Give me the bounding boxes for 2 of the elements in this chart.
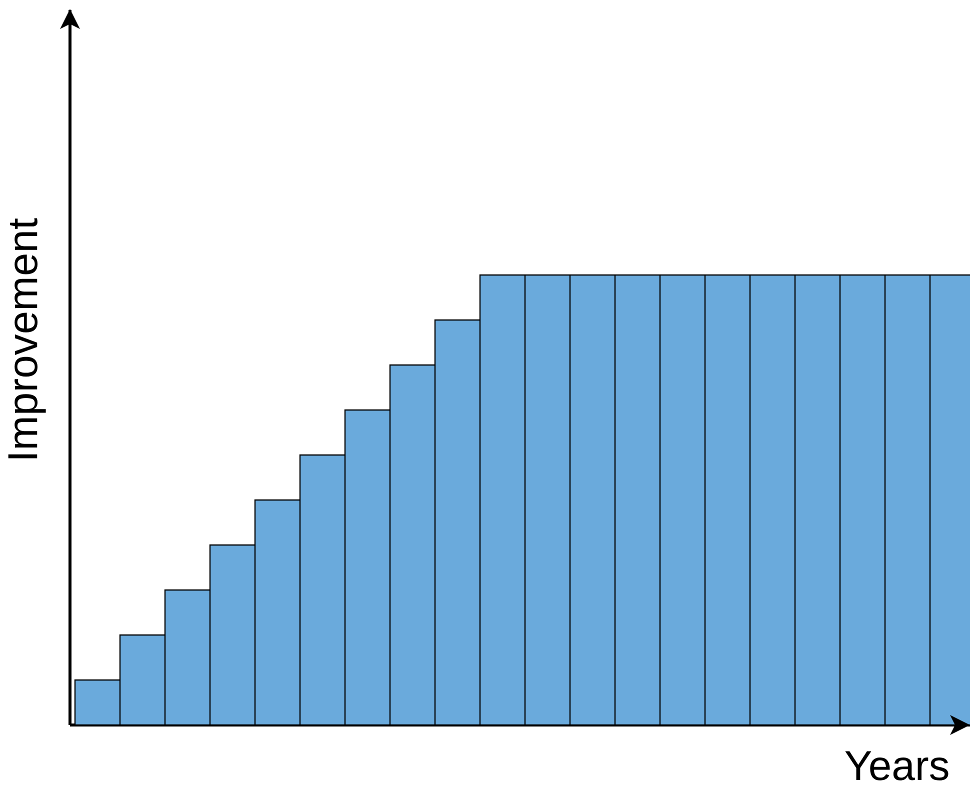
y-axis-title: Improvement	[8, 218, 46, 458]
x-axis-title: Years	[845, 751, 948, 780]
